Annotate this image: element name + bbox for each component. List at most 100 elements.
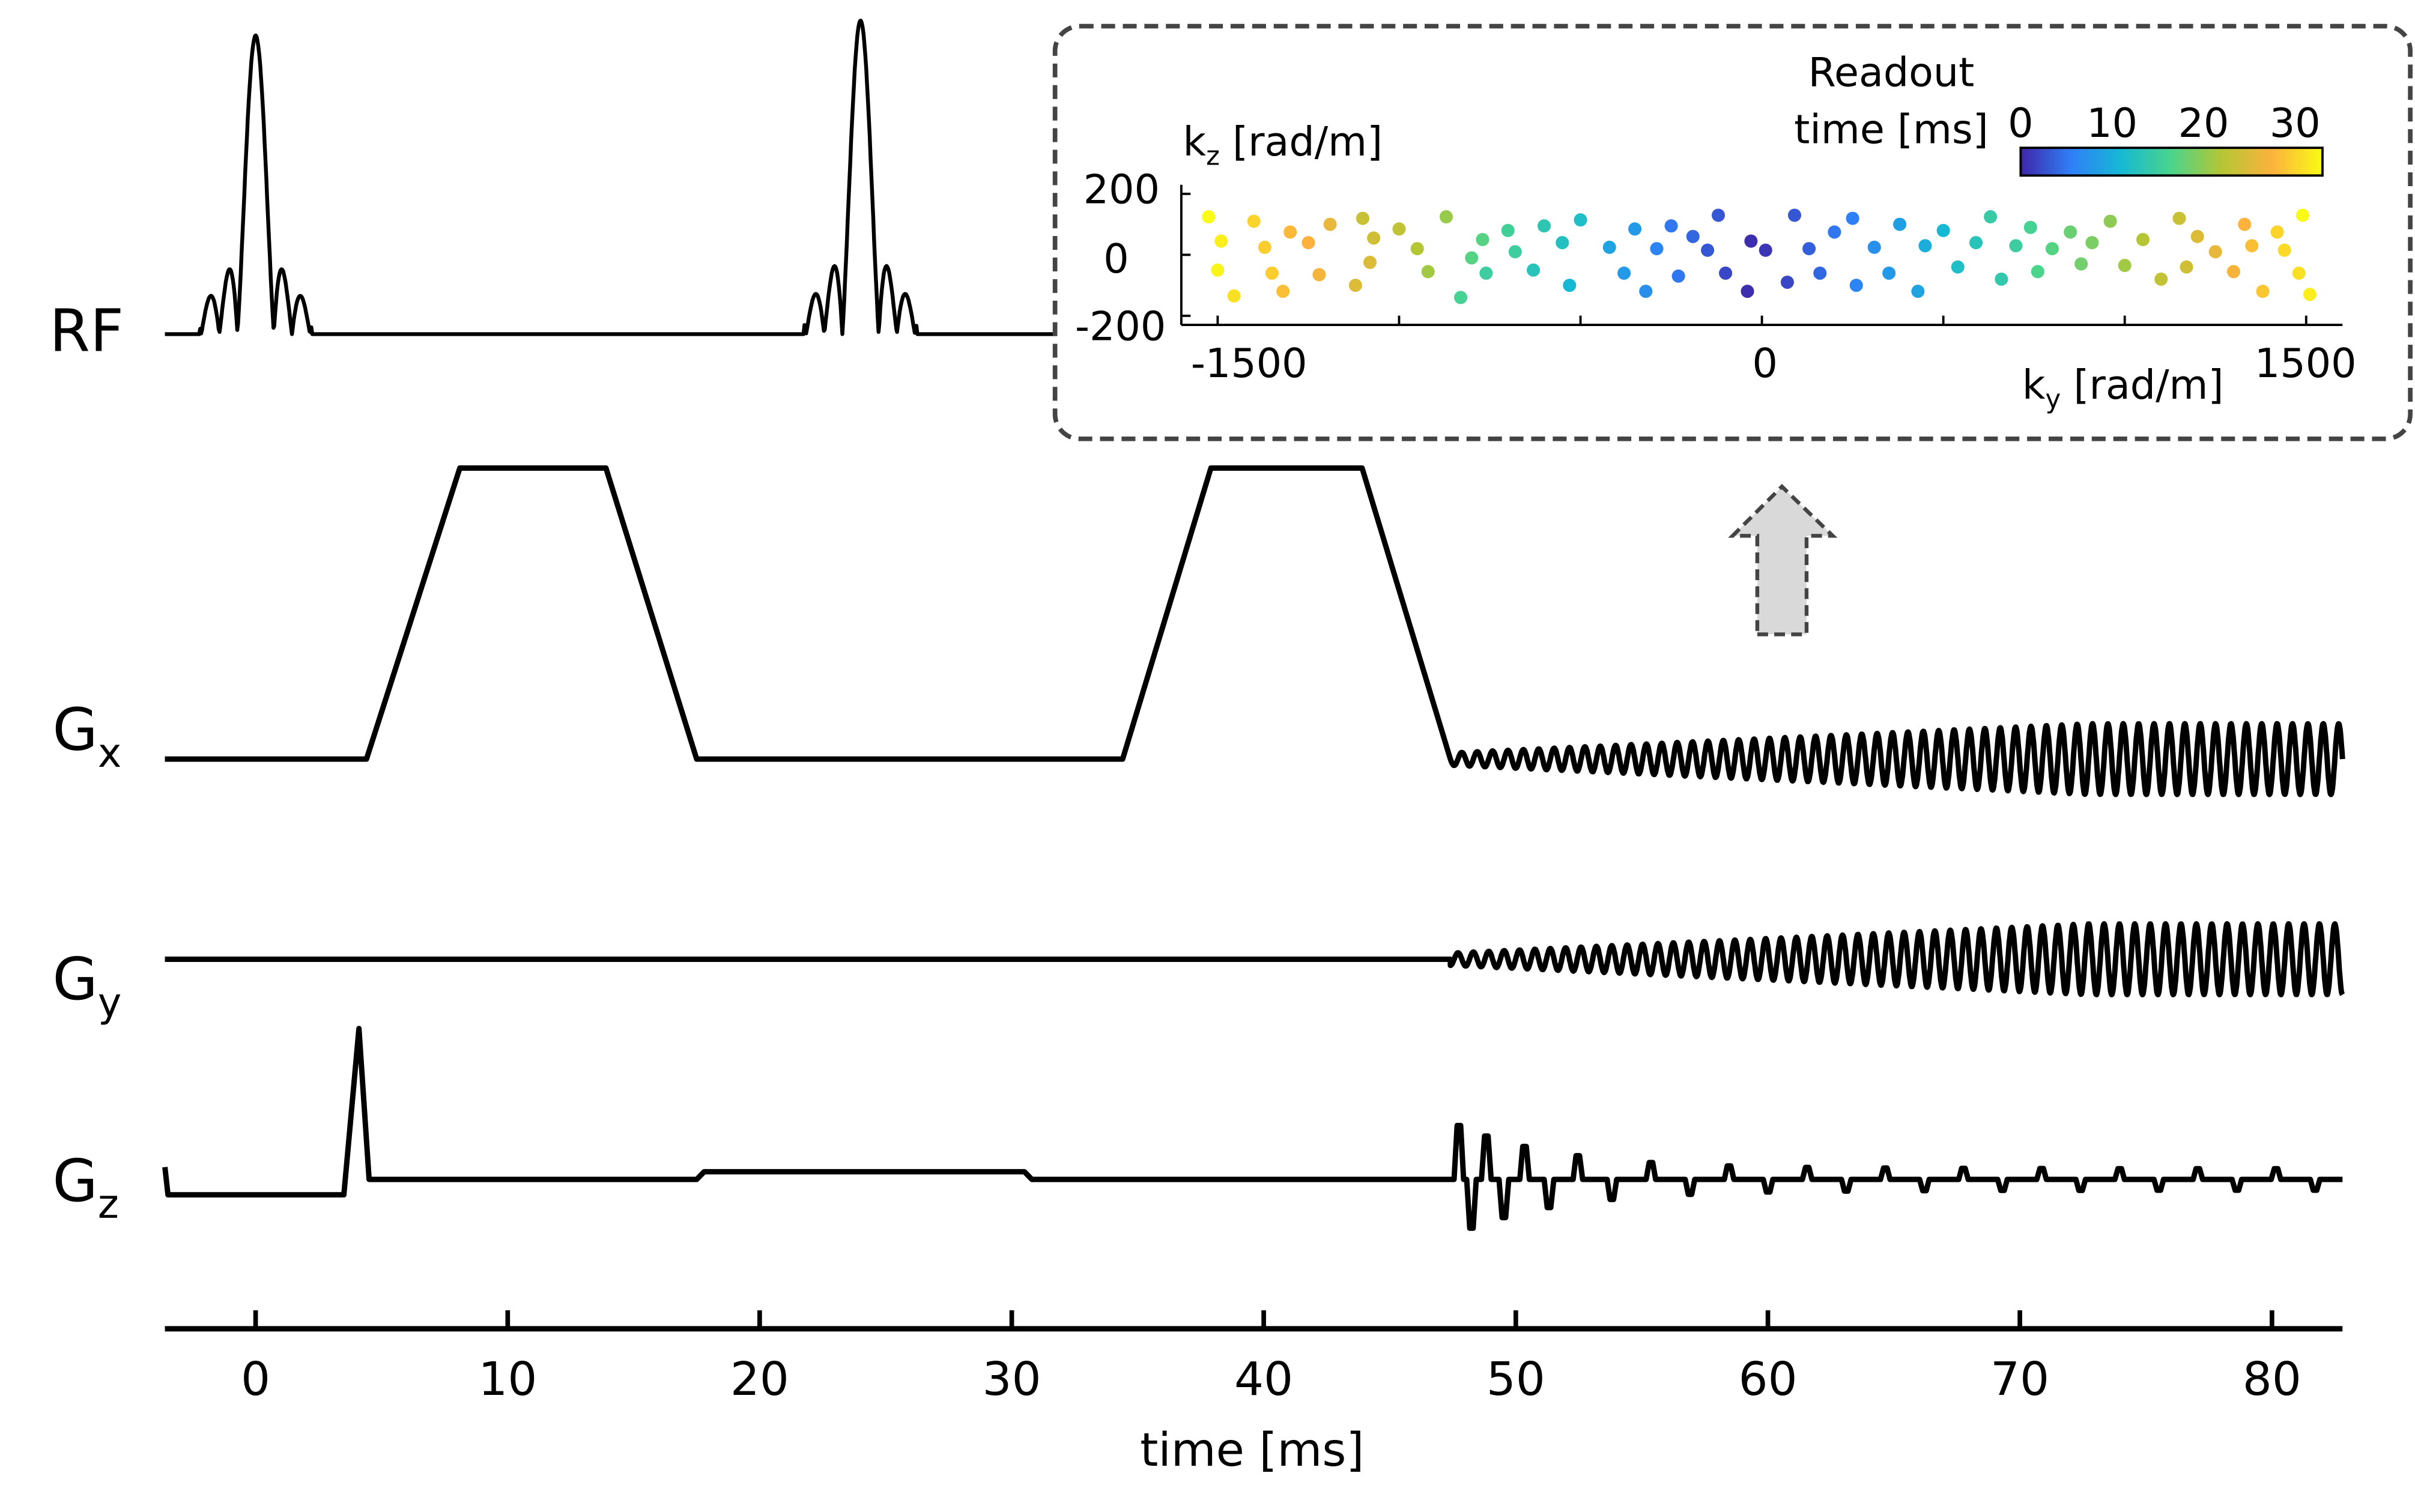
kspace-sample-point xyxy=(1639,285,1653,298)
kspace-sample-point xyxy=(1323,217,1337,231)
kspace-sample-point xyxy=(1508,245,1522,259)
kz-label-sub: z xyxy=(1206,141,1220,171)
kspace-sample-point xyxy=(1918,239,1932,253)
kspace-sample-point xyxy=(1454,291,1468,304)
kspace-sample-point xyxy=(2136,232,2150,247)
kspace-sample-point xyxy=(1664,219,1678,233)
kspace-sample-point xyxy=(1276,285,1290,298)
kspace-sample-point xyxy=(1563,279,1577,292)
kspace-sample-point xyxy=(1882,266,1896,280)
colorbar-tick-label: 30 xyxy=(2270,100,2321,147)
kspace-sample-point xyxy=(2023,220,2037,234)
time-axis-label: time [ms] xyxy=(1140,1424,1364,1477)
kspace-sample-point xyxy=(1867,240,1881,254)
kspace-sample-point xyxy=(1686,229,1700,243)
kspace-sample-point xyxy=(1574,213,1587,227)
kspace-sample-point xyxy=(2085,236,2099,250)
kspace-sample-point xyxy=(1363,255,1377,269)
kspace-sample-point xyxy=(1911,285,1925,298)
kspace-sample-point xyxy=(1744,234,1758,248)
gx-label: Gx xyxy=(52,696,121,776)
ky-label-sub: y xyxy=(2046,385,2061,415)
kspace-sample-point xyxy=(1741,285,1754,298)
inset-points xyxy=(1202,208,2317,304)
kspace-sample-point xyxy=(1202,210,1216,224)
kspace-sample-point xyxy=(1537,219,1551,233)
kspace-sample-point xyxy=(1846,211,1859,225)
kspace-sample-point xyxy=(1995,272,2008,286)
kspace-sample-point xyxy=(1712,208,1726,222)
gz-label-base: G xyxy=(52,1147,98,1215)
ky-tick-label: 1500 xyxy=(2255,340,2357,387)
kspace-sample-point xyxy=(2064,225,2077,239)
kspace-sample-point xyxy=(1312,268,1326,282)
kspace-sample-point xyxy=(1969,236,1983,250)
kspace-sample-point xyxy=(2303,288,2317,301)
time-tick-label: 70 xyxy=(1990,1353,2049,1406)
kspace-sample-point xyxy=(1301,236,1315,250)
kspace-sample-point xyxy=(1787,208,1801,222)
gx-label-sub: x xyxy=(98,730,121,776)
kspace-sample-point xyxy=(2074,257,2088,271)
kspace-sample-point xyxy=(1367,231,1381,245)
time-axis: 0 10 20 30 40 50 60 70 80 xyxy=(165,1310,2343,1406)
kspace-sample-point xyxy=(1476,232,1489,247)
kspace-sample-point xyxy=(1556,236,1569,250)
gx-label-base: G xyxy=(52,696,98,764)
ky-label-units: [rad/m] xyxy=(2061,361,2223,408)
kz-label-base: k xyxy=(1183,118,1206,165)
time-tick-label: 30 xyxy=(983,1353,1041,1406)
kspace-sample-point xyxy=(1701,243,1715,257)
kspace-sample-point xyxy=(1265,266,1279,280)
kspace-sample-point xyxy=(1617,266,1631,280)
kspace-sample-point xyxy=(1465,251,1479,265)
kspace-sample-point xyxy=(1893,217,1907,231)
kz-label-units: [rad/m] xyxy=(1220,118,1383,165)
kspace-sample-point xyxy=(1984,210,1998,224)
gy-label-base: G xyxy=(52,945,98,1013)
kz-tick-label: 200 xyxy=(1083,166,1160,213)
ky-tick-label: -1500 xyxy=(1191,340,1307,387)
gz-label: Gz xyxy=(52,1147,119,1227)
time-tick-label: 80 xyxy=(2243,1353,2301,1406)
gz-label-sub: z xyxy=(98,1181,119,1227)
kspace-sample-point xyxy=(1936,223,1950,237)
kspace-sample-point xyxy=(1759,243,1772,257)
kspace-sample-point xyxy=(2190,229,2204,243)
time-tick-label: 60 xyxy=(1739,1353,1798,1406)
rf-label: RF xyxy=(49,297,124,365)
kspace-sample-point xyxy=(1392,222,1406,236)
kspace-sample-point xyxy=(1247,214,1261,228)
kspace-sample-point xyxy=(1410,242,1424,256)
kspace-sample-point xyxy=(1501,223,1515,237)
colorbar-tick-label: 20 xyxy=(2178,100,2229,147)
kspace-sample-point xyxy=(1227,289,1241,303)
kspace-sample-point xyxy=(1951,260,1965,274)
kspace-sample-point xyxy=(1479,266,1493,280)
ky-axis-label: ky [rad/m] xyxy=(2022,361,2224,414)
kspace-sample-point xyxy=(1421,265,1435,279)
kspace-sample-point xyxy=(1813,266,1827,280)
kspace-sample-point xyxy=(1650,242,1664,256)
kspace-sample-point xyxy=(1214,234,1228,248)
kspace-sample-point xyxy=(2103,214,2117,228)
kz-axis-label: kz [rad/m] xyxy=(1183,118,1383,171)
kz-tick-label: 0 xyxy=(1103,235,1129,282)
inset-axes xyxy=(1180,184,2343,326)
gy-label-sub: y xyxy=(98,979,121,1026)
kspace-sample-point xyxy=(1628,222,1642,236)
kspace-sample-point xyxy=(1258,240,1271,254)
gz-waveform xyxy=(162,1026,2343,1231)
kspace-sample-point xyxy=(2009,239,2023,253)
kspace-sample-point xyxy=(2154,272,2168,286)
time-tick-label: 0 xyxy=(241,1353,270,1406)
kspace-sample-point xyxy=(2277,243,2291,257)
kspace-sample-point xyxy=(1356,211,1369,225)
kspace-sample-point xyxy=(2238,217,2252,231)
kspace-sample-point xyxy=(1602,240,1616,254)
time-tick-label: 10 xyxy=(478,1353,537,1406)
kspace-inset: Readout time [ms] 0 10 20 30 kz [rad/m] 200… xyxy=(1052,23,2413,441)
kspace-sample-point xyxy=(1849,279,1863,292)
gx-waveform xyxy=(165,465,2345,797)
